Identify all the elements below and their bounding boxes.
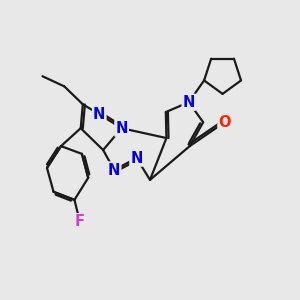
Text: N: N [93,107,105,122]
Text: F: F [75,214,85,229]
Text: N: N [130,151,143,166]
Text: O: O [218,115,231,130]
Text: N: N [183,95,195,110]
Text: N: N [108,163,120,178]
Text: N: N [116,121,128,136]
